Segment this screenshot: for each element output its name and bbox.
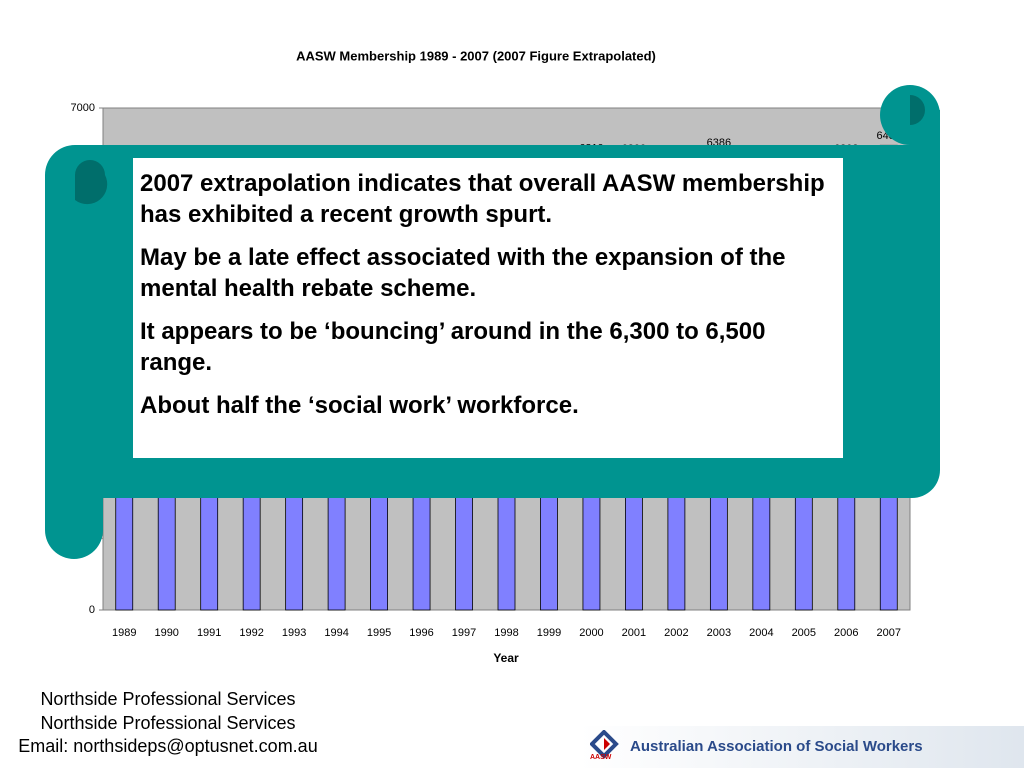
logo-mark: AASW xyxy=(590,754,612,761)
x-axis-label: Year xyxy=(493,651,519,665)
callout-paragraph: 2007 extrapolation indicates that overal… xyxy=(140,170,825,228)
x-tick-label: 1990 xyxy=(154,627,178,639)
x-tick-label: 2003 xyxy=(707,627,731,639)
logo-icon xyxy=(590,730,619,759)
x-tick-label: 1994 xyxy=(324,627,348,639)
callout-text: 2007 extrapolation indicates that overal… xyxy=(133,158,843,458)
x-tick-label: 1992 xyxy=(239,627,263,639)
logo: AASW Australian Association of Social Wo… xyxy=(580,726,1024,768)
x-tick-label: 2005 xyxy=(792,627,816,639)
x-tick-label: 2002 xyxy=(664,627,688,639)
x-tick-label: 1996 xyxy=(409,627,433,639)
callout-paragraph: It appears to be ‘bouncing’ around in th… xyxy=(140,318,766,376)
callout-paragraph: May be a late effect associated with the… xyxy=(140,244,786,302)
footer-line: Email: northsideps@optusnet.com.au xyxy=(18,736,318,756)
footer: Northside Professional Services Northside… xyxy=(0,688,336,759)
x-tick-label: 2007 xyxy=(877,627,901,639)
x-tick-label: 1995 xyxy=(367,627,391,639)
y-tick-label: 0 xyxy=(89,604,95,616)
x-tick-label: 1989 xyxy=(112,627,136,639)
chart-title: AASW Membership 1989 - 2007 (2007 Figure… xyxy=(296,48,656,63)
x-tick-label: 1991 xyxy=(197,627,221,639)
x-tick-label: 2004 xyxy=(749,627,773,639)
x-tick-label: 2006 xyxy=(834,627,858,639)
footer-line: Northside Professional Services xyxy=(40,712,296,733)
x-tick-label: 1993 xyxy=(282,627,306,639)
footer-line: Northside Professional Services xyxy=(40,689,296,709)
x-tick-label: 1998 xyxy=(494,627,518,639)
x-tick-label: 2000 xyxy=(579,627,603,639)
scroll-fold xyxy=(910,95,925,125)
x-tick-label: 2001 xyxy=(622,627,646,639)
logo-text: Australian Association of Social Workers xyxy=(630,738,923,755)
x-tick-label: 1999 xyxy=(537,627,561,639)
y-tick-label: 7000 xyxy=(71,102,95,114)
scroll-fold xyxy=(75,160,108,205)
x-tick-label: 1997 xyxy=(452,627,476,639)
callout-paragraph: About half the ‘social work’ workforce. xyxy=(140,392,579,419)
